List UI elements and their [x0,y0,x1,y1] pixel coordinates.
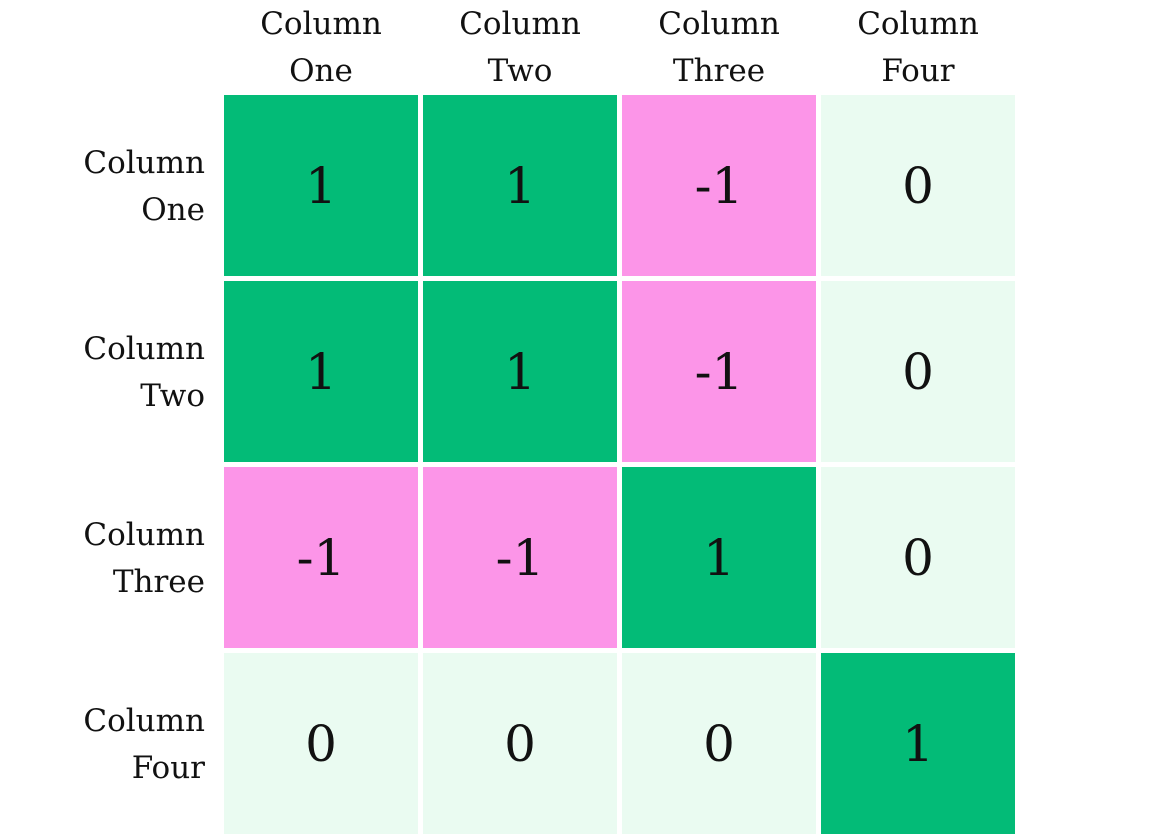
heatmap-cell: 1 [622,467,816,648]
heatmap-cell: 0 [622,653,816,834]
column-label: Column Four [857,6,979,89]
heatmap-cell: 0 [423,653,617,834]
heatmap-cell: -1 [423,467,617,648]
column-label: Column One [260,6,382,89]
heatmap-cell: 0 [821,281,1015,462]
column-label: Column Three [658,6,780,89]
heatmap-cell: 1 [224,281,418,462]
row-label: Column One [83,145,205,228]
row-label: Column Two [83,331,205,414]
row-label: Column Four [83,703,205,786]
heatmap-cell: 0 [821,95,1015,276]
heatmap-cell: -1 [622,95,816,276]
heatmap-cell: -1 [224,467,418,648]
heatmap-cell: 0 [224,653,418,834]
row-label: Column Three [83,517,205,600]
heatmap-cell: 1 [224,95,418,276]
heatmap-cell: 1 [821,653,1015,834]
heatmap-cell: -1 [622,281,816,462]
heatmap-cell: 1 [423,95,617,276]
column-label: Column Two [459,6,581,89]
heatmap-cell: 1 [423,281,617,462]
heatmap-cell: 0 [821,467,1015,648]
